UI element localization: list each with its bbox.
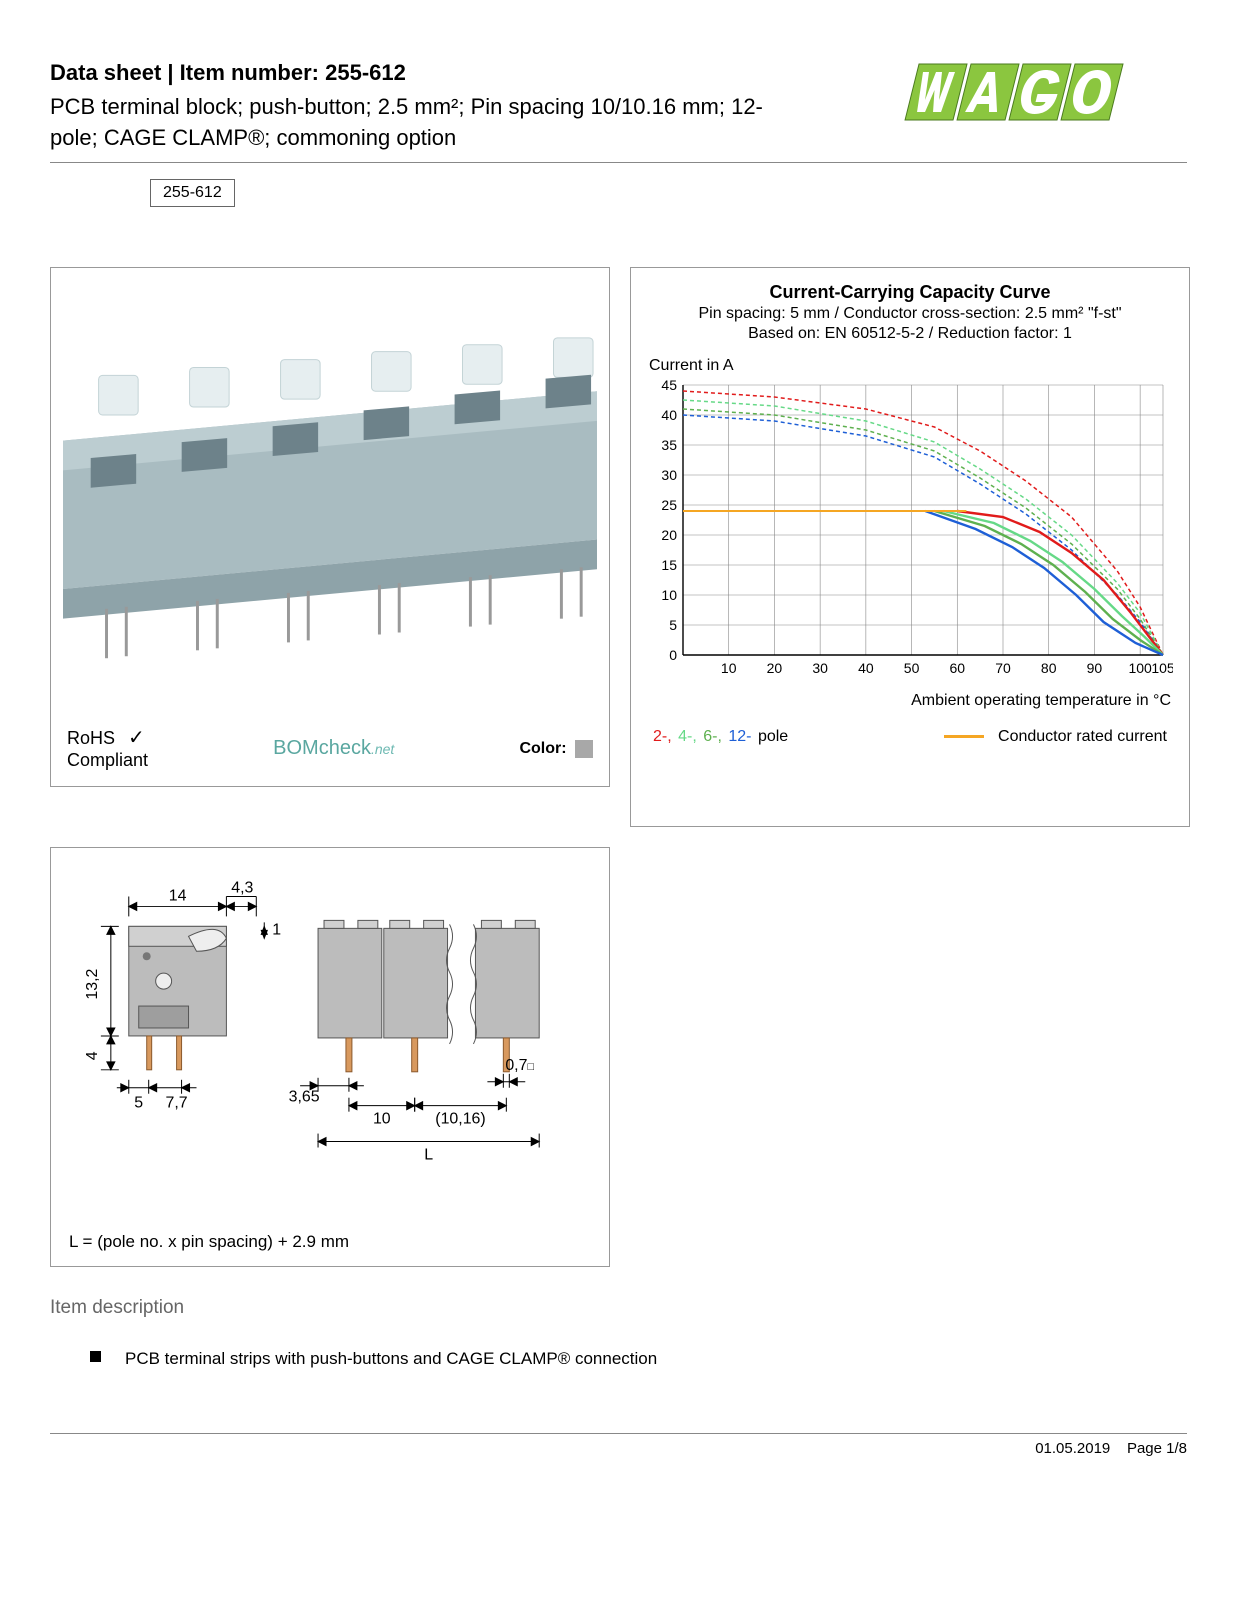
chart-plot: 0 5 10 15 20 25 30 35 40 45 10 20 30 40 50 60 70 80 90 1001… [649,379,1173,679]
color-indicator: Color: [519,740,593,758]
page-footer: 01.05.2019 Page 1/8 [50,1433,1187,1457]
svg-text:14: 14 [169,887,187,904]
svg-text:10: 10 [373,1110,391,1127]
svg-text:40: 40 [661,407,677,423]
svg-text:13,2: 13,2 [84,968,101,999]
wago-logo [887,56,1187,133]
dimensions-formula: L = (pole no. x pin spacing) + 2.9 mm [69,1232,591,1252]
page-title: Data sheet | Item number: 255-612 [50,60,887,86]
check-icon: ✓ [128,727,145,749]
legend-poles: 2-, 4-, 6-, 12- pole [653,728,790,746]
svg-text:5: 5 [134,1094,143,1111]
description-bullet: PCB terminal strips with push-buttons an… [90,1345,1187,1374]
header: Data sheet | Item number: 255-612 PCB te… [50,60,1187,163]
svg-text:0: 0 [669,647,677,663]
chart-title: Current-Carrying Capacity Curve [649,282,1171,303]
svg-text:(10,16): (10,16) [435,1110,485,1127]
svg-text:50: 50 [904,660,920,676]
bullet-text: PCB terminal strips with push-buttons an… [125,1345,657,1374]
footer-date: 01.05.2019 [1035,1440,1110,1457]
svg-text:60: 60 [949,660,965,676]
dimensions-drawing: 14 4,3 1 [69,866,591,1176]
title-prefix: Data sheet | Item number: [50,60,325,85]
svg-text:4: 4 [84,1051,101,1060]
dimensions-panel: 14 4,3 1 [50,847,610,1267]
svg-text:70: 70 [995,660,1011,676]
svg-text:30: 30 [812,660,828,676]
item-pill: 255-612 [150,179,235,207]
svg-text:0,7□: 0,7□ [505,1056,534,1073]
legend-rated: Conductor rated current [944,728,1167,746]
svg-text:20: 20 [661,527,677,543]
svg-text:105: 105 [1151,660,1173,676]
svg-text:15: 15 [661,557,677,573]
svg-text:45: 45 [661,379,677,393]
product-panel: RoHS ✓ Compliant BOMcheck.net Color: [50,267,610,787]
svg-text:3,65: 3,65 [289,1088,320,1105]
svg-text:90: 90 [1087,660,1103,676]
legend-line-icon [944,735,984,738]
bomcheck-logo: BOMcheck.net [273,737,394,760]
svg-text:4,3: 4,3 [231,879,253,896]
product-image [63,278,597,722]
svg-text:30: 30 [661,467,677,483]
svg-text:7,7: 7,7 [166,1094,188,1111]
svg-text:40: 40 [858,660,874,676]
chart-panel: Current-Carrying Capacity Curve Pin spac… [630,267,1190,827]
svg-text:1: 1 [272,921,281,938]
bullet-icon [90,1351,101,1362]
svg-text:20: 20 [767,660,783,676]
chart-sub1: Pin spacing: 5 mm / Conductor cross-sect… [649,305,1171,323]
chart-ylabel: Current in A [649,357,1171,375]
section-heading: Item description [50,1297,1187,1319]
svg-text:5: 5 [669,617,677,633]
svg-text:L: L [424,1146,433,1163]
chart-xlabel: Ambient operating temperature in °C [649,692,1171,710]
page-subtitle: PCB terminal block; push-button; 2.5 mm²… [50,92,770,154]
chart-sub2: Based on: EN 60512-5-2 / Reduction facto… [649,325,1171,343]
svg-text:35: 35 [661,437,677,453]
chart-legend: 2-, 4-, 6-, 12- pole Conductor rated cur… [649,728,1171,746]
svg-text:10: 10 [721,660,737,676]
svg-text:10: 10 [661,587,677,603]
color-swatch [575,740,593,758]
item-number: 255-612 [325,60,406,85]
svg-text:25: 25 [661,497,677,513]
rohs-label: RoHS ✓ Compliant [67,726,148,772]
svg-text:100: 100 [1128,660,1152,676]
svg-text:80: 80 [1041,660,1057,676]
footer-page: Page 1/8 [1127,1440,1187,1457]
